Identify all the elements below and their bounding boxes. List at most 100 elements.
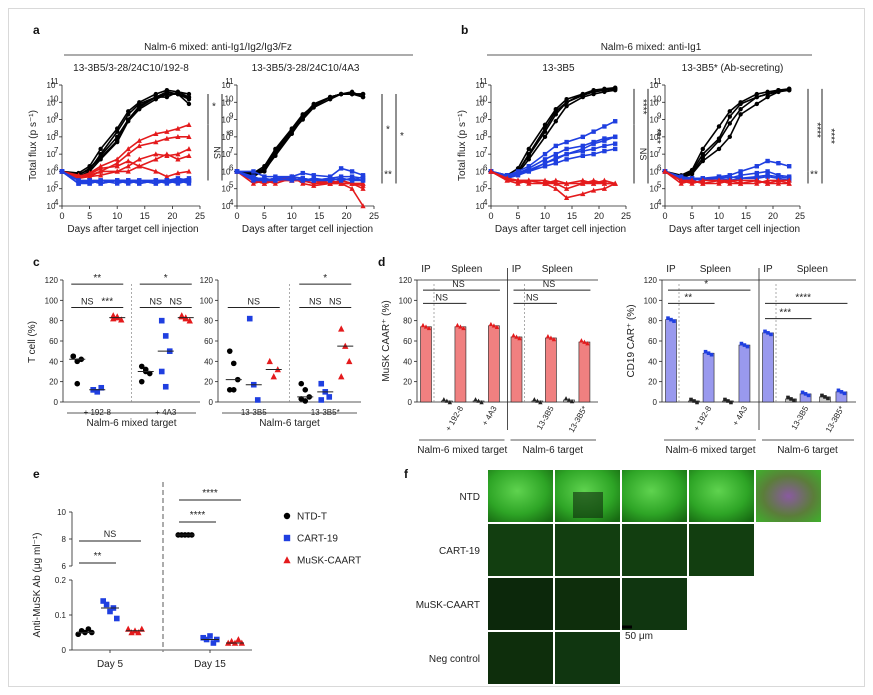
panel-d-0-bar bbox=[454, 326, 467, 403]
panel-c-1-sig-label: NS bbox=[309, 296, 322, 306]
panel-b-0-point bbox=[542, 129, 548, 134]
panel-e-point bbox=[128, 629, 135, 636]
panel-e-sig-label: **** bbox=[202, 488, 218, 499]
panel-a-ytick-base: 10 bbox=[222, 98, 231, 107]
panel-a-1-point bbox=[273, 150, 278, 155]
panel-d-1-point bbox=[726, 399, 730, 403]
panel-d-0-bar bbox=[578, 341, 591, 403]
panel-a-0-xtick-label: 25 bbox=[195, 211, 205, 221]
panel-d-0-point bbox=[455, 322, 460, 328]
panel-a-1-series-line bbox=[236, 93, 364, 174]
panel-d-0-point bbox=[551, 337, 557, 342]
panel-a-ytick-base: 10 bbox=[47, 81, 56, 90]
panel-d-1-section-label: IP bbox=[666, 264, 676, 275]
panel-b-ytick-exp: 4 bbox=[657, 198, 662, 207]
panel-d-1-bar bbox=[762, 332, 774, 403]
panel-b-0-point bbox=[612, 180, 618, 186]
panel-d-0-point bbox=[517, 336, 522, 341]
panel-a-0-point bbox=[87, 178, 92, 183]
panel-c-0-group-label: + 192-8 bbox=[84, 408, 112, 417]
panel-b-0-xtick-label: 25 bbox=[621, 211, 631, 221]
panel-c-0-ytick-label: 60 bbox=[49, 337, 58, 346]
panel-b-1-sig-label: **** bbox=[811, 122, 822, 138]
panel-c-1-sig-label: NS bbox=[247, 296, 260, 306]
panel-b-0-point bbox=[542, 164, 548, 169]
panel-b-ytick-exp: 5 bbox=[483, 181, 488, 190]
panel-b-0-point bbox=[526, 177, 532, 183]
panel-a-1-point bbox=[289, 176, 294, 181]
panel-c-0-point bbox=[138, 378, 145, 385]
panel-b-0-sig-label: **** bbox=[651, 128, 662, 144]
panel-a-1-point bbox=[349, 91, 355, 97]
panel-b-0-point bbox=[613, 86, 618, 92]
panel-c-0-xlabel: Nalm-6 mixed target bbox=[86, 418, 176, 429]
panel-a-0-point bbox=[153, 181, 159, 186]
panel-d-0-point bbox=[458, 324, 463, 329]
panel-d-0-point bbox=[582, 339, 587, 344]
panel-a-0-point bbox=[126, 117, 131, 122]
panel-c-ylabel: T cell (%) bbox=[27, 321, 38, 363]
panel-e-point bbox=[107, 608, 113, 615]
panel-a-0-sig-label: * bbox=[212, 101, 216, 112]
panel-a-ytick-exp: 5 bbox=[229, 181, 234, 190]
panel-b-1-point bbox=[727, 109, 732, 114]
panel-b-1-point bbox=[716, 180, 722, 186]
panel-c-0-point bbox=[98, 384, 105, 391]
panel-d-0-point bbox=[491, 323, 497, 328]
panel-a-ytick-base: 10 bbox=[47, 98, 56, 107]
panel-b-1-xtick-label: 25 bbox=[795, 211, 805, 221]
panel-a-1-xtick-label: 5 bbox=[262, 211, 267, 221]
panel-b-1-point bbox=[786, 177, 792, 183]
panel-a-1-series-line bbox=[236, 93, 364, 175]
panel-d-0-category-label: 13-3B5* bbox=[567, 405, 589, 435]
panel-d-0-point bbox=[444, 398, 450, 403]
panel-d-0-point bbox=[479, 400, 484, 405]
panel-d-0-ytick-label: 20 bbox=[403, 378, 412, 387]
panel-a-ytick-base: 10 bbox=[47, 150, 56, 159]
panel-b-0-series-line bbox=[490, 86, 616, 177]
panel-c-1-point bbox=[230, 360, 237, 367]
panel-b-ytick-base: 10 bbox=[476, 185, 485, 194]
panel-b-0-point bbox=[564, 103, 569, 109]
panel-b-0-xtick-label: 5 bbox=[515, 211, 520, 221]
panel-d-1-point bbox=[803, 392, 808, 396]
panel-c-1-point bbox=[254, 397, 261, 403]
panel-a-ytick-exp: 11 bbox=[225, 77, 234, 86]
panel-a-0-point bbox=[136, 163, 142, 169]
panel-d-0-bar bbox=[488, 325, 500, 403]
panel-f-row-label: MuSK-CAART bbox=[416, 600, 480, 611]
panel-a-0-point bbox=[186, 97, 192, 102]
panel-a-0-point bbox=[175, 156, 181, 162]
panel-c-0-point bbox=[146, 370, 153, 377]
panel-c-1-point bbox=[270, 373, 277, 380]
panel-d-1-sig-label: * bbox=[704, 279, 708, 290]
panel-b-1-point bbox=[727, 177, 733, 183]
panel-a-ytick-exp: 6 bbox=[54, 163, 59, 172]
panel-d-1-ytick-label: 80 bbox=[648, 317, 657, 326]
panel-b-0-series-line bbox=[490, 89, 616, 180]
panel-b-0-point bbox=[564, 146, 569, 152]
panel-a-0-point bbox=[87, 171, 93, 177]
panel-b-0-point bbox=[542, 134, 548, 140]
panel-b-ytick-base: 10 bbox=[650, 81, 659, 90]
panel-d-0-point bbox=[569, 399, 575, 404]
panel-a-0-point bbox=[186, 181, 192, 186]
panel-letter-c: c bbox=[33, 255, 40, 269]
panel-d-0-sig-label: NS bbox=[526, 292, 539, 302]
panel-a-ytick-base: 10 bbox=[222, 167, 231, 176]
panel-d-1-point bbox=[789, 397, 793, 401]
panel-b-1-point bbox=[754, 177, 760, 183]
panel-letter-d: d bbox=[378, 255, 385, 269]
panel-b-ytick-base: 10 bbox=[476, 150, 485, 159]
panel-b-ytick-base: 10 bbox=[476, 81, 485, 90]
panel-c-0-ytick-label: 120 bbox=[45, 276, 59, 285]
panel-b-1-sig-label: **** bbox=[825, 128, 836, 144]
panel-e-ytick-label: 0.2 bbox=[55, 576, 67, 585]
panel-d-1-sig-label: *** bbox=[779, 308, 791, 319]
panel-c-1-point bbox=[302, 398, 309, 404]
panel-b-1-point bbox=[716, 124, 722, 129]
panel-d-0-sig-label: NS bbox=[452, 279, 465, 289]
panel-b-0-point bbox=[591, 89, 596, 95]
panel-c-0-point bbox=[74, 380, 81, 387]
panel-a-ytick-base: 10 bbox=[222, 116, 231, 125]
